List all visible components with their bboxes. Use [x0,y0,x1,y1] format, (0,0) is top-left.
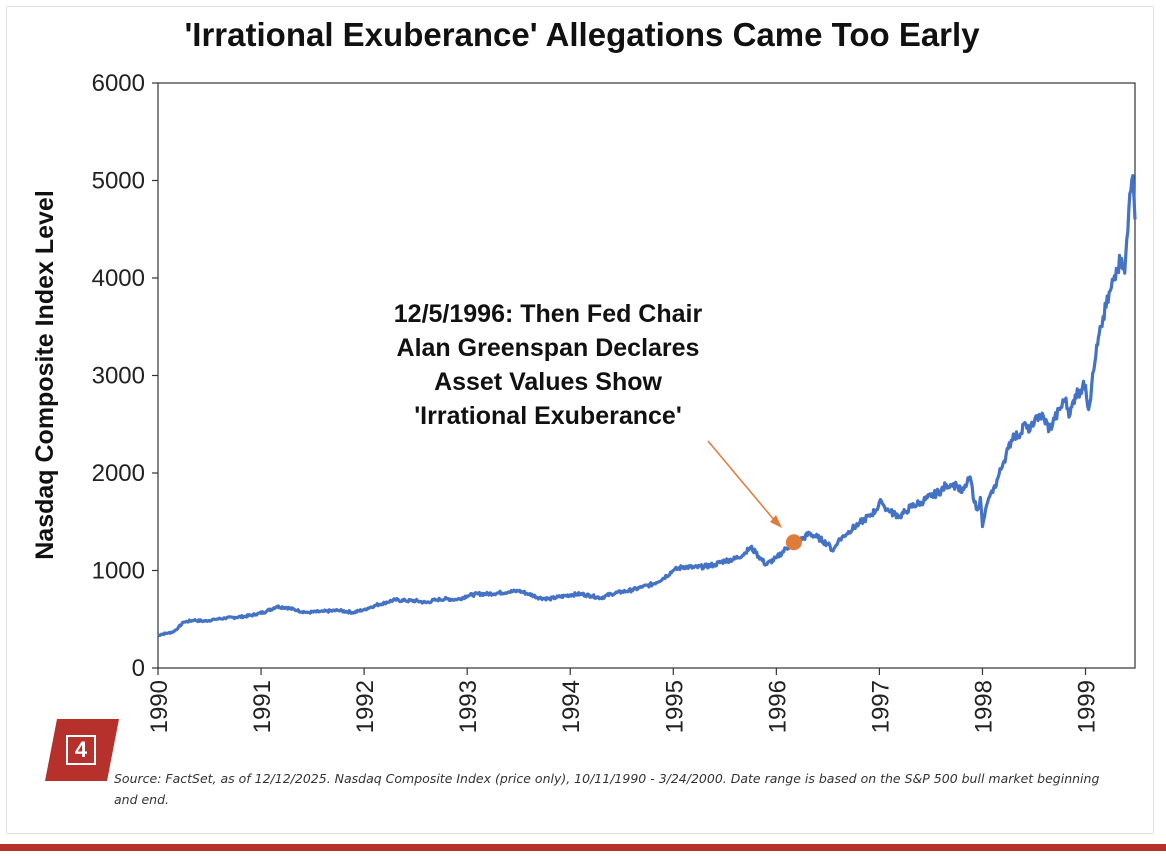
y-tick-label: 5000 [92,168,145,195]
x-tick-label: 1996 [764,680,791,733]
x-tick-label: 1990 [146,680,173,733]
annotation-marker [785,534,802,551]
annotation-line-3: Asset Values Show [434,368,662,396]
x-tick-label: 1995 [661,680,688,733]
x-tick-label: 1993 [455,680,482,733]
x-tick-label: 1998 [970,680,997,733]
chart-title: 'Irrational Exuberance' Allegations Came… [184,16,980,53]
x-tick-label: 1997 [867,680,894,733]
bottom-accent-bar [0,844,1166,851]
chart-frame [6,6,1154,834]
annotation-line-4: 'Irrational Exuberance' [414,402,682,430]
x-tick-label: 1992 [352,680,379,733]
annotation-line-1: 12/5/1996: Then Fed Chair [394,300,703,328]
page-badge [45,719,119,781]
x-tick-label: 1991 [249,680,276,733]
y-tick-label: 0 [132,655,145,682]
plot-area [157,82,1136,669]
y-tick-label: 2000 [92,460,145,487]
x-tick-label: 1999 [1074,680,1101,733]
x-axis: 1990 1991 1992 1993 1994 1995 1996 1997 1998 1999 [146,668,1101,733]
source-note: Source: FactSet, as of 12/12/2025. Nasda… [114,771,1100,807]
greenspan-annotation: 12/5/1996: Then Fed Chair Alan Greenspan… [394,300,802,551]
annotation-arrowhead [770,515,782,528]
x-tick-label: 1994 [558,680,585,733]
y-tick-label: 6000 [92,70,145,97]
nasdaq-index-line [157,174,1137,638]
y-axis-label: Nasdaq Composite Index Level [31,190,59,560]
badge-number: 4 [66,735,96,765]
y-tick-label: 4000 [92,265,145,292]
badge-shape [45,719,119,781]
y-axis: 0 1000 2000 3000 4000 5000 6000 [92,70,158,682]
y-tick-label: 3000 [92,363,145,390]
y-tick-label: 1000 [92,558,145,585]
annotation-line-2: Alan Greenspan Declares [397,334,700,362]
annotation-arrow [707,440,776,522]
